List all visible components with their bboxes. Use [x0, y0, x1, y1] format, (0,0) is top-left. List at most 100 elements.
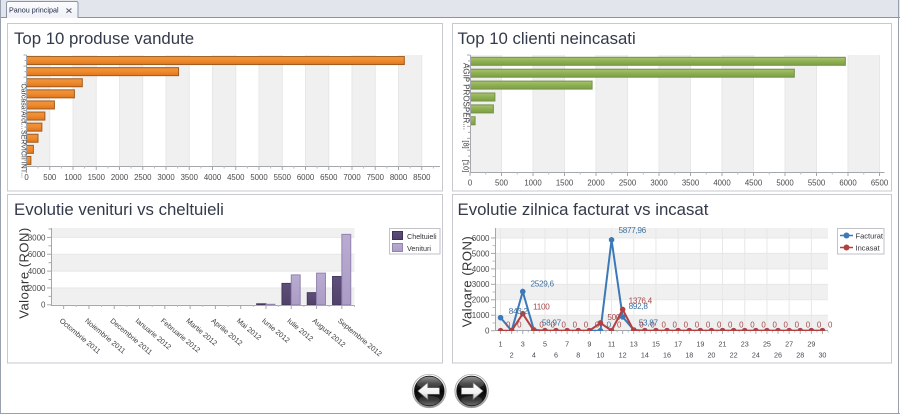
svg-text:3000: 3000 — [650, 179, 668, 188]
svg-text:1: 1 — [499, 340, 503, 349]
svg-text:21: 21 — [719, 340, 727, 349]
svg-text:30: 30 — [818, 351, 826, 360]
svg-text:3500: 3500 — [682, 179, 700, 188]
svg-text:14: 14 — [641, 351, 649, 360]
svg-text:2000: 2000 — [111, 173, 129, 182]
svg-text:7000: 7000 — [343, 173, 361, 182]
svg-text:23: 23 — [741, 340, 749, 349]
svg-text:2000: 2000 — [472, 296, 490, 305]
svg-text:19: 19 — [696, 340, 704, 349]
svg-text:Facturat: Facturat — [856, 231, 884, 240]
svg-text:6000: 6000 — [297, 173, 315, 182]
svg-text:0: 0 — [617, 321, 622, 330]
svg-text:[10]: [10] — [462, 160, 471, 173]
svg-text:9: 9 — [587, 340, 591, 349]
svg-text:0: 0 — [595, 321, 600, 330]
svg-text:1000: 1000 — [64, 173, 82, 182]
svg-text:1500: 1500 — [88, 173, 106, 182]
svg-text:2: 2 — [510, 351, 514, 360]
svg-text:18: 18 — [685, 351, 693, 360]
svg-text:0: 0 — [761, 321, 766, 330]
svg-text:5: 5 — [543, 340, 547, 349]
svg-text:0: 0 — [485, 327, 490, 336]
svg-text:6: 6 — [554, 351, 558, 360]
svg-text:5500: 5500 — [808, 179, 826, 188]
svg-text:4500: 4500 — [745, 179, 763, 188]
svg-text:3000: 3000 — [472, 280, 490, 289]
svg-text:1000: 1000 — [524, 179, 542, 188]
svg-text:6500: 6500 — [320, 173, 338, 182]
svg-text:Valoare (RON): Valoare (RON) — [17, 227, 32, 319]
svg-text:0: 0 — [584, 321, 589, 330]
svg-text:500: 500 — [495, 179, 509, 188]
svg-text:6500: 6500 — [871, 179, 889, 188]
svg-text:1100: 1100 — [533, 302, 550, 311]
svg-text:16: 16 — [663, 351, 671, 360]
svg-text:4000: 4000 — [204, 173, 222, 182]
svg-text:0: 0 — [706, 321, 711, 330]
svg-text:AGIP PROSPER...: AGIP PROSPER... — [462, 63, 471, 130]
svg-text:58,97: 58,97 — [542, 319, 562, 328]
svg-text:0: 0 — [728, 321, 733, 330]
svg-text:28: 28 — [796, 351, 804, 360]
svg-text:0: 0 — [684, 321, 689, 330]
svg-text:892,8: 892,8 — [629, 302, 649, 311]
svg-text:2000: 2000 — [28, 284, 46, 293]
svg-text:Valoare (RON): Valoare (RON) — [460, 236, 475, 328]
svg-text:0: 0 — [539, 321, 544, 330]
svg-text:11: 11 — [608, 340, 615, 349]
svg-text:0: 0 — [817, 321, 822, 330]
svg-text:0: 0 — [661, 321, 666, 330]
svg-text:Venituri: Venituri — [407, 244, 431, 253]
svg-text:15: 15 — [652, 340, 660, 349]
svg-text:0: 0 — [750, 321, 755, 330]
svg-text:12: 12 — [619, 351, 627, 360]
svg-text:6000: 6000 — [472, 234, 490, 243]
svg-text:5877,96: 5877,96 — [618, 226, 646, 235]
svg-text:Carcasa Arct...: Carcasa Arct... — [20, 84, 27, 130]
svg-text:1000: 1000 — [472, 311, 490, 320]
svg-text:0: 0 — [673, 321, 678, 330]
svg-text:4000: 4000 — [28, 267, 46, 276]
svg-text:500: 500 — [43, 173, 57, 182]
svg-text:0: 0 — [717, 321, 722, 330]
svg-text:1500: 1500 — [556, 179, 574, 188]
svg-text:Cheltuieli: Cheltuieli — [407, 232, 437, 241]
svg-text:53,87: 53,87 — [639, 319, 659, 328]
svg-text:0: 0 — [639, 321, 644, 330]
svg-text:7: 7 — [565, 340, 569, 349]
svg-text:Top 10 clienti neincasati: Top 10 clienti neincasati — [458, 29, 636, 48]
svg-text:6000: 6000 — [839, 179, 857, 188]
svg-text:2500: 2500 — [134, 173, 152, 182]
svg-text:4000: 4000 — [713, 179, 731, 188]
svg-text:26: 26 — [774, 351, 782, 360]
svg-text:Panou principal: Panou principal — [9, 5, 59, 14]
svg-text:7500: 7500 — [367, 173, 385, 182]
svg-text:8000: 8000 — [390, 173, 408, 182]
svg-text:Top 10 produse vandute: Top 10 produse vandute — [14, 29, 194, 48]
svg-text:0: 0 — [550, 321, 555, 330]
svg-text:1376,4: 1376,4 — [629, 296, 653, 305]
svg-text:0: 0 — [24, 173, 29, 182]
svg-text:Evolutie zilnica facturat vs i: Evolutie zilnica facturat vs incasat — [458, 200, 709, 219]
svg-text:0: 0 — [695, 321, 700, 330]
svg-text:3500: 3500 — [181, 173, 199, 182]
svg-text:13: 13 — [630, 340, 638, 349]
svg-text:0: 0 — [650, 321, 655, 330]
svg-text:2500: 2500 — [619, 179, 637, 188]
svg-text:0: 0 — [739, 321, 744, 330]
svg-text:0: 0 — [41, 301, 46, 310]
svg-text:3: 3 — [521, 340, 525, 349]
svg-text:8000: 8000 — [28, 233, 46, 242]
svg-text:0: 0 — [517, 321, 522, 330]
svg-text:8500: 8500 — [413, 173, 431, 182]
svg-text:2000: 2000 — [587, 179, 605, 188]
svg-text:SERVICII INT...: SERVICII INT... — [20, 130, 27, 178]
svg-text:10: 10 — [596, 351, 604, 360]
svg-text:4500: 4500 — [227, 173, 245, 182]
svg-text:0: 0 — [828, 321, 833, 330]
svg-text:0: 0 — [573, 321, 578, 330]
svg-text:4: 4 — [532, 351, 536, 360]
svg-text:4000: 4000 — [472, 265, 490, 274]
svg-text:0: 0 — [468, 179, 473, 188]
